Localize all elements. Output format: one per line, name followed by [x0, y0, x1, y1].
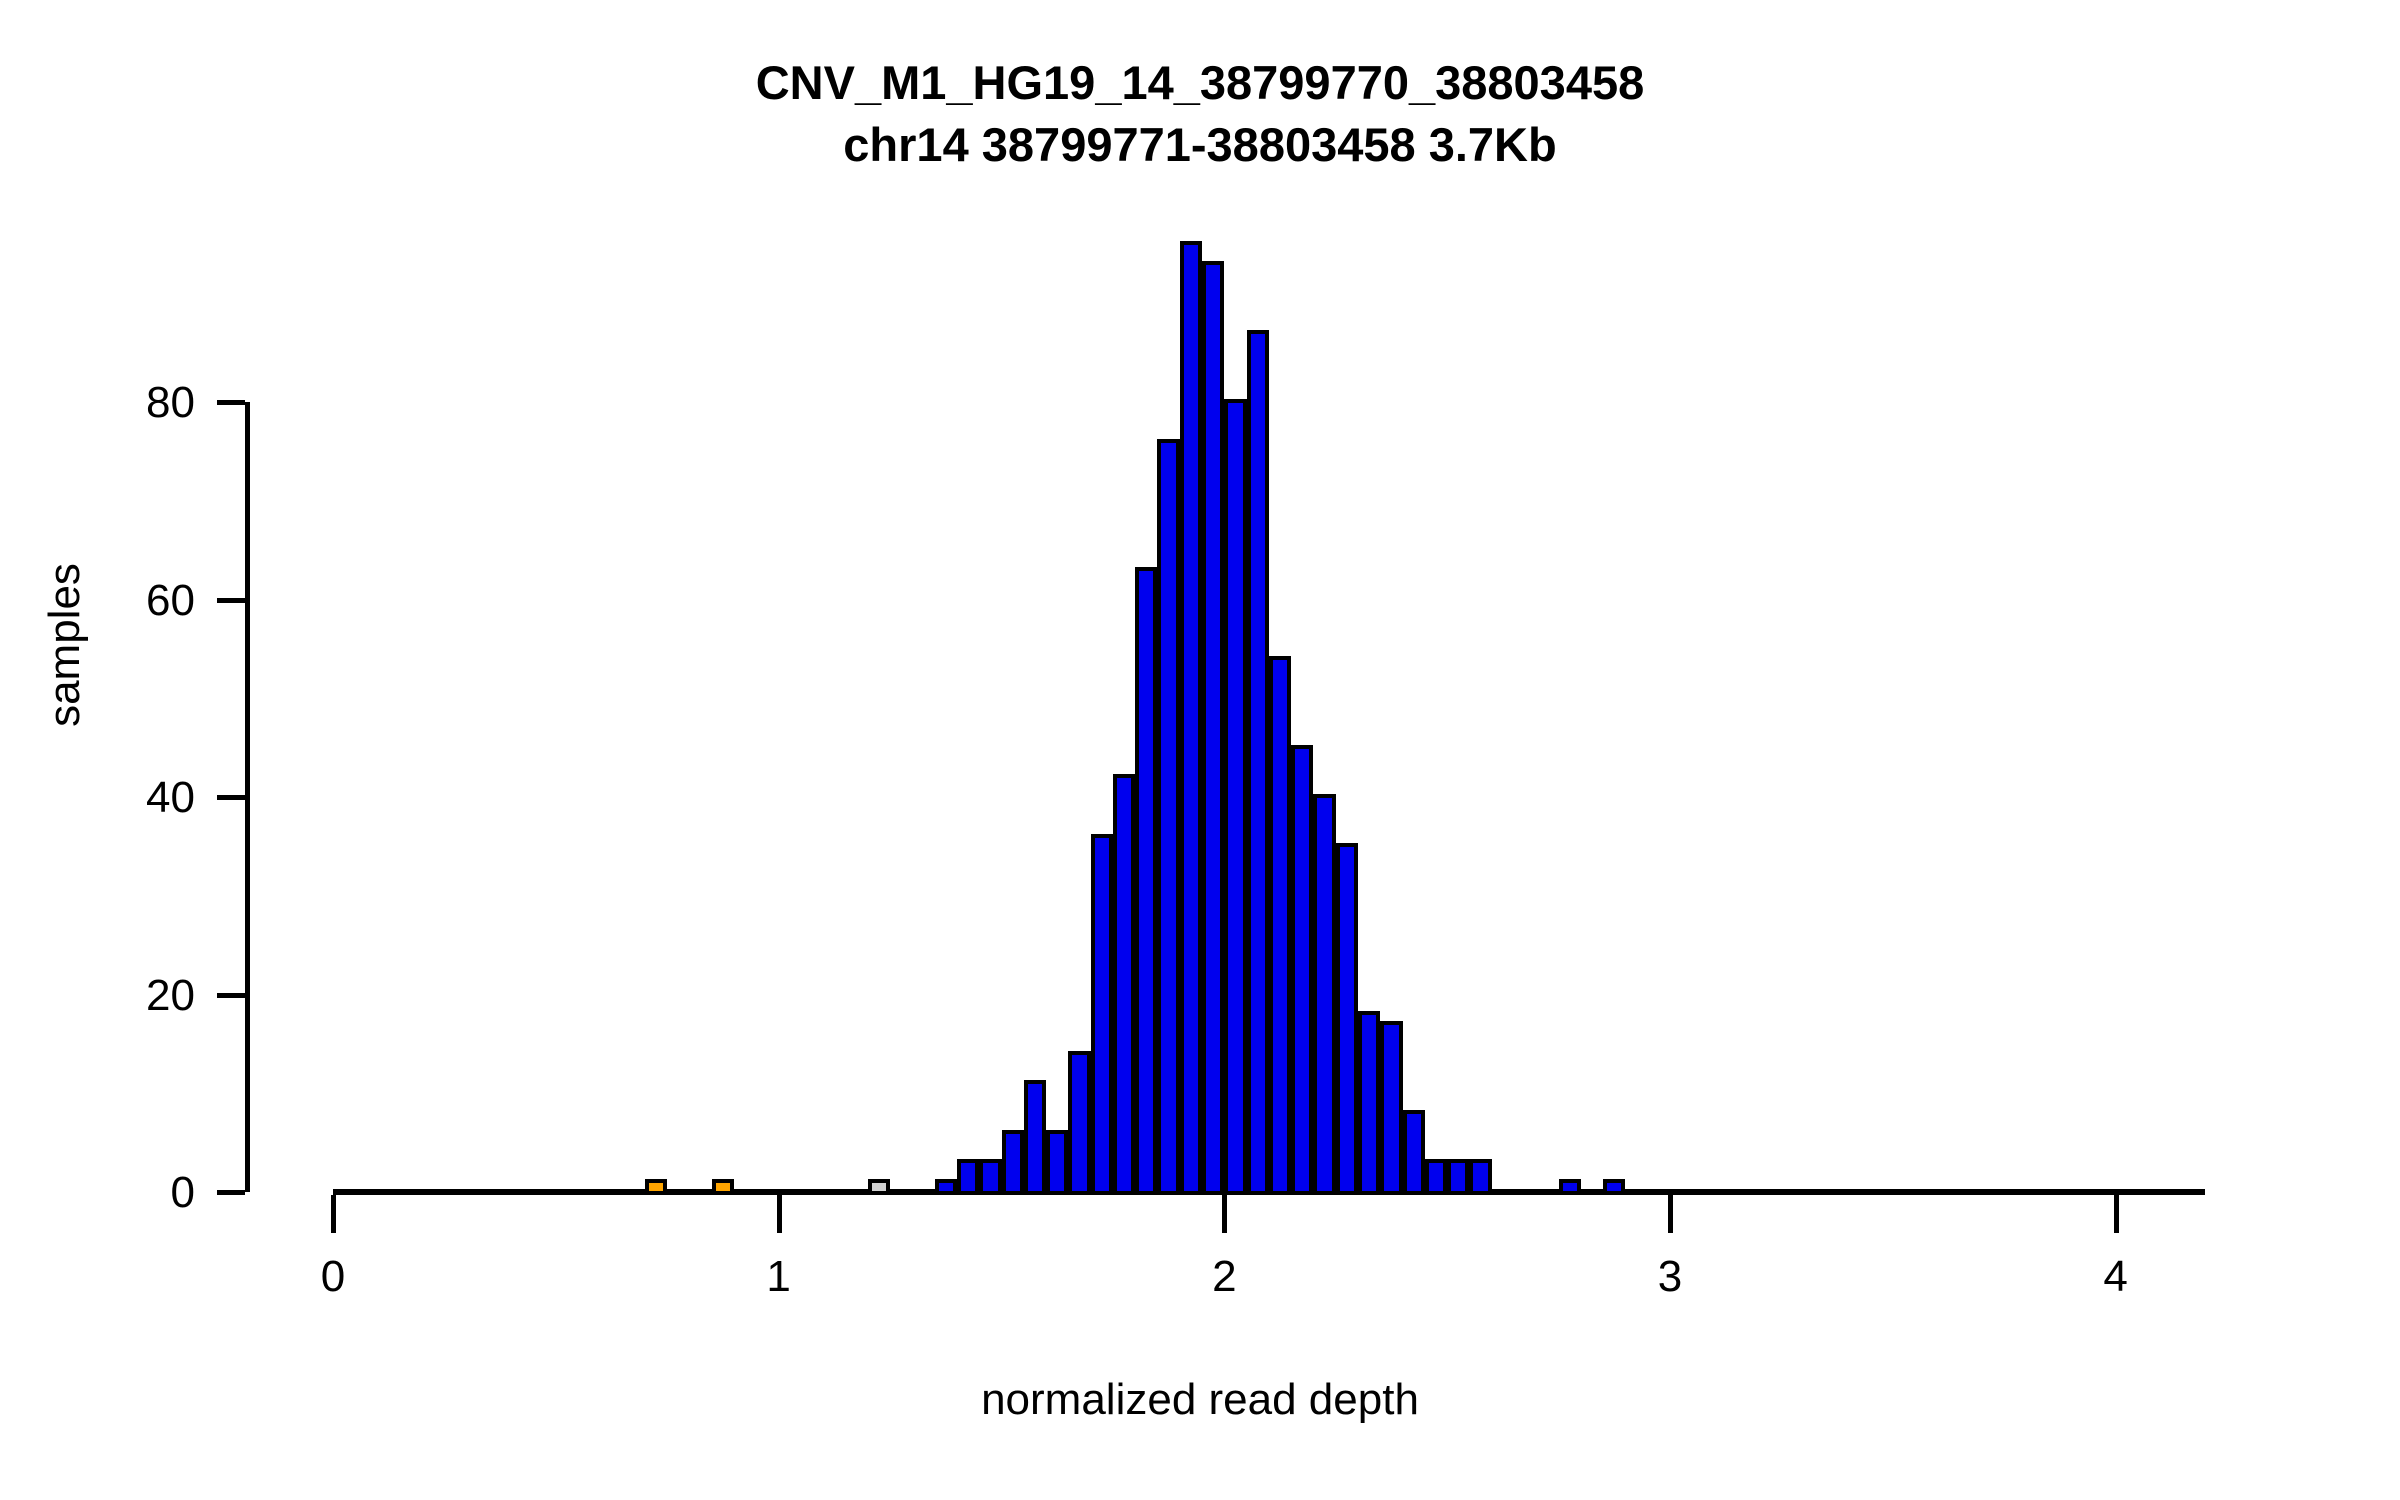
y-axis-tick-label: 0 [170, 1168, 195, 1217]
histogram-bar [1157, 438, 1180, 1195]
histogram-bar [1268, 655, 1292, 1195]
histogram-bar [1202, 260, 1225, 1195]
x-axis-tick [331, 1195, 336, 1233]
histogram-bar [1112, 774, 1136, 1195]
histogram-bar [1313, 794, 1336, 1195]
y-axis-tick [217, 597, 245, 603]
histogram-bar [956, 1159, 980, 1195]
chart-title-line1: CNV_M1_HG19_14_38799770_38803458 [755, 56, 1645, 109]
x-axis-tick [1222, 1195, 1228, 1233]
histogram-bar [1335, 843, 1359, 1195]
x-axis-tick [2113, 1195, 2119, 1233]
y-axis-tick-label: 20 [146, 970, 195, 1020]
y-axis-tick-label: 60 [146, 575, 195, 625]
histogram-bar [1001, 1129, 1024, 1195]
chart-title-line2: chr14 38799771-38803458 3.7Kb [843, 118, 1557, 171]
histogram-bar [1380, 1021, 1403, 1195]
histogram-bar [711, 1179, 735, 1195]
y-axis-tick-label: 80 [146, 378, 195, 427]
histogram-bar [1424, 1159, 1448, 1195]
histogram-bar [1135, 566, 1158, 1195]
x-axis-tick-label: 2 [1212, 1252, 1237, 1301]
histogram-bar [644, 1179, 668, 1195]
histogram-bar [1469, 1159, 1492, 1195]
y-axis-tick [217, 400, 245, 405]
x-axis-tick [776, 1195, 782, 1233]
x-axis-tick-label: 0 [320, 1252, 346, 1301]
y-axis-tick [217, 795, 245, 800]
x-axis-tick-label: 4 [2103, 1252, 2128, 1301]
histogram-bar [1558, 1179, 1581, 1195]
y-axis-line [245, 402, 250, 1192]
histogram-bar [1023, 1080, 1047, 1195]
histogram-bar [1046, 1129, 1069, 1195]
histogram-bar [1068, 1050, 1091, 1195]
histogram-bar [979, 1159, 1002, 1195]
histogram-bar [1603, 1179, 1626, 1195]
y-axis-tick [217, 992, 245, 998]
x-axis-tick [1668, 1195, 1673, 1233]
x-axis-label: normalized read depth [981, 1375, 1419, 1424]
histogram-bar [1402, 1110, 1425, 1195]
y-axis-tick [217, 1190, 245, 1195]
histogram-bar [1447, 1159, 1470, 1195]
histogram-bar [934, 1179, 957, 1195]
histogram-bar [1291, 744, 1314, 1195]
x-axis-tick-label: 1 [766, 1252, 791, 1301]
x-axis-tick-label: 3 [1657, 1252, 1683, 1301]
chart-title: CNV_M1_HG19_14_38799770_38803458 chr14 3… [0, 52, 2400, 176]
histogram-bar [1358, 1011, 1381, 1195]
histogram-bar [867, 1179, 891, 1195]
histogram-bar [1090, 833, 1113, 1195]
histogram-bar [1179, 241, 1203, 1195]
histogram-bar [1224, 399, 1247, 1195]
histogram-bar [1246, 329, 1269, 1195]
y-axis-tick-label: 40 [146, 773, 195, 822]
